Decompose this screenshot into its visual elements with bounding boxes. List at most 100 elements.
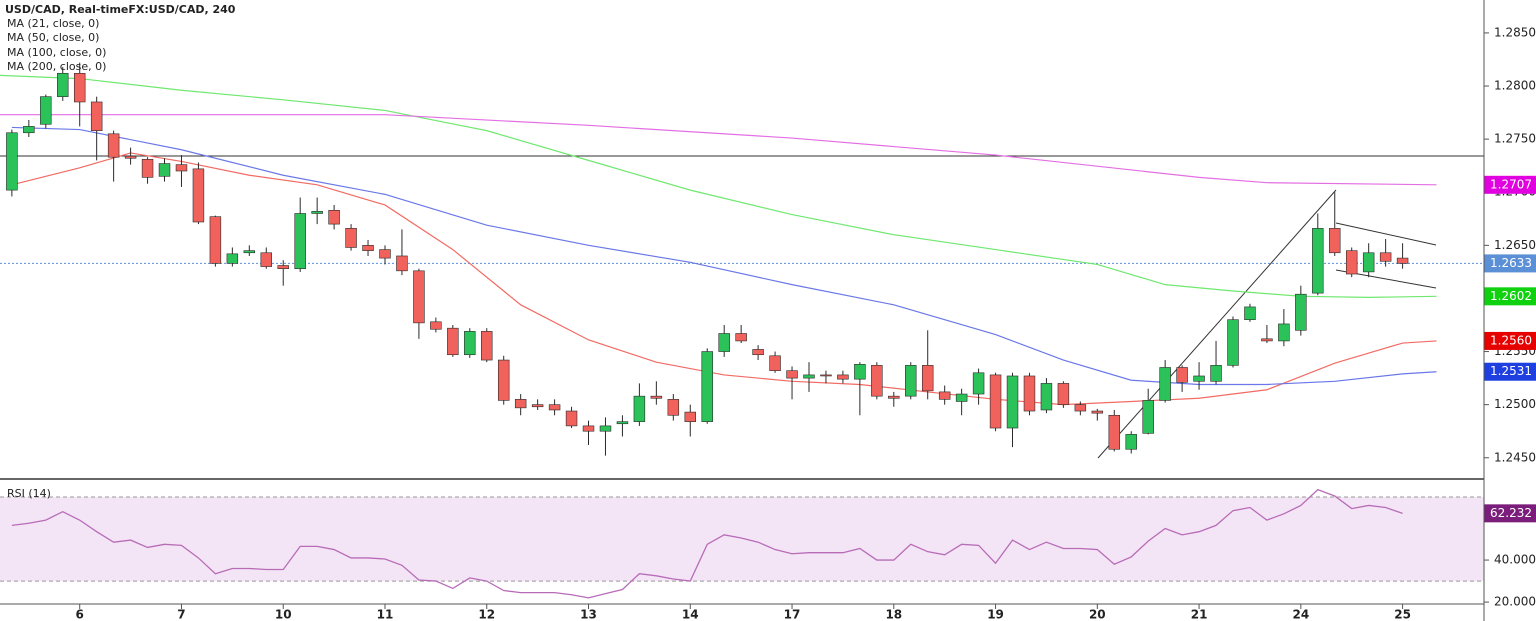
candle-body: [1074, 404, 1087, 412]
ma-line: [0, 114, 1437, 186]
rsi-title: RSI (14): [7, 487, 51, 500]
price-badge-label: 62.232: [1490, 506, 1532, 520]
candle-body: [837, 374, 849, 380]
x-tick-label: 11: [377, 608, 394, 621]
candle-body: [497, 359, 510, 401]
price-badge: [1484, 254, 1536, 273]
candle-body: [243, 250, 256, 254]
legend-entry: MA (100, close, 0): [7, 46, 106, 59]
candle-body: [616, 421, 629, 425]
candle-body: [599, 425, 612, 432]
candle-body: [40, 96, 52, 125]
rsi-band: [0, 497, 1484, 582]
candle-body: [73, 72, 86, 103]
rsi-line: [11, 488, 1403, 599]
candle-body: [718, 333, 730, 352]
x-tick-label: 17: [784, 608, 801, 621]
candle-body: [1362, 252, 1375, 273]
candle-body: [311, 211, 323, 214]
price-badge: [1484, 175, 1536, 194]
legend-entry: MA (200, close, 0): [7, 60, 106, 73]
y-tick-label: 1.2500: [1494, 397, 1536, 411]
candle-body: [1006, 375, 1019, 429]
x-tick-label: 18: [885, 608, 902, 621]
x-tick-label: 25: [1394, 608, 1411, 621]
y-tick-label: 20.000: [1494, 595, 1536, 609]
candle-body: [192, 168, 205, 223]
candle-body: [1193, 375, 1205, 382]
x-tick-label: 10: [275, 608, 292, 621]
candle-body: [328, 209, 340, 225]
x-tick-label: 21: [1191, 608, 1208, 621]
y-tick-label: 40.000: [1494, 553, 1536, 567]
candle-body: [1176, 367, 1188, 383]
x-tick-label: 24: [1292, 608, 1309, 621]
price-badge: [1484, 287, 1536, 306]
x-tick-label: 6: [76, 608, 84, 621]
candle-body: [1278, 323, 1290, 342]
candle-body: [447, 327, 459, 356]
candle-body: [1108, 414, 1120, 450]
legend-entry: MA (50, close, 0): [7, 31, 99, 44]
price-badge: [1484, 362, 1536, 381]
candle-body: [871, 365, 883, 397]
candle-body: [260, 252, 272, 267]
candle-body: [1261, 338, 1273, 342]
candle-body: [514, 399, 527, 409]
candle-body: [1091, 410, 1104, 414]
x-tick-label: 12: [478, 608, 495, 621]
candle-body: [1244, 306, 1256, 320]
candle-body: [1125, 434, 1137, 450]
price-badge-label: 1.2633: [1490, 256, 1532, 270]
price-badge: [1484, 504, 1536, 523]
candle-body: [124, 155, 137, 159]
candle-body: [396, 255, 408, 272]
ma-line: [11, 126, 1437, 386]
candle-body: [854, 363, 866, 380]
candle-body: [6, 132, 18, 191]
candle-body: [362, 245, 374, 251]
candle-body: [548, 404, 561, 411]
candle-body: [972, 372, 985, 395]
y-tick-label: 1.2750: [1494, 132, 1536, 146]
channel-upper: [1335, 222, 1437, 246]
candle-body: [57, 72, 69, 97]
price-badge: [1484, 331, 1536, 350]
candle-body: [1023, 375, 1036, 412]
candle-body: [158, 163, 171, 177]
plot-layer: 1.28501.28001.27501.27001.26501.26001.25…: [0, 25, 1536, 621]
candle-body: [684, 411, 696, 422]
x-tick-label: 20: [1089, 608, 1106, 621]
price-badge-label: 1.2560: [1490, 333, 1532, 347]
candle-body: [938, 391, 951, 400]
chart-title: USD/CAD, Real-timeFX:USD/CAD, 240: [5, 3, 236, 16]
candle-body: [769, 355, 781, 371]
candle-body: [379, 249, 391, 259]
background-layer: [0, 496, 1484, 582]
candle-body: [1040, 383, 1053, 411]
candle-body: [1312, 228, 1324, 294]
candle-body: [209, 216, 222, 264]
x-tick-label: 7: [177, 608, 185, 621]
candle-body: [23, 126, 35, 134]
y-tick-label: 1.2650: [1494, 238, 1536, 252]
price-badge-label: 1.2531: [1490, 364, 1532, 378]
candle-body: [752, 349, 764, 356]
candle-body: [141, 159, 154, 178]
candle-body: [735, 333, 747, 342]
candle-body: [633, 395, 646, 422]
candle-body: [464, 331, 476, 356]
y-tick-label: 1.2800: [1494, 79, 1536, 93]
y-tick-label: 1.2450: [1494, 450, 1536, 464]
candle-body: [1142, 400, 1154, 434]
candle-body: [430, 321, 442, 330]
candle-body: [175, 164, 188, 172]
candle-body: [345, 228, 357, 248]
candle-body: [1159, 367, 1171, 401]
price-badge-label: 1.2602: [1490, 289, 1532, 303]
candle-body: [413, 270, 425, 324]
candle-body: [1227, 319, 1239, 366]
candle-body: [565, 410, 578, 427]
candle-body: [786, 370, 798, 379]
